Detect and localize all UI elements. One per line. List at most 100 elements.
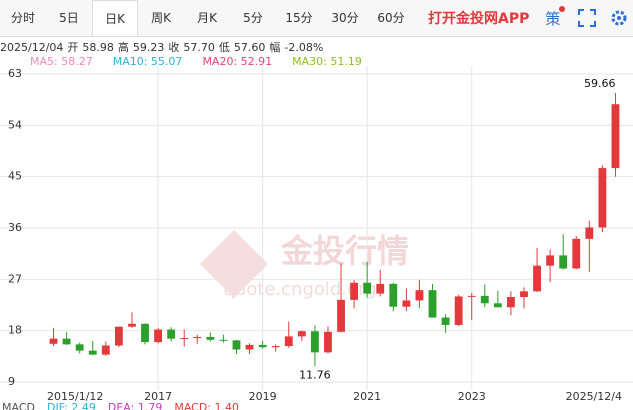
candle-body [480,295,489,304]
tab[interactable]: 周K [151,11,171,25]
x-tick-label: 2021 [353,390,381,403]
info-label: 开 [67,41,79,54]
x-tick-label: 2017 [144,390,172,403]
candle-body [454,296,463,325]
macd-label: MACD: 1.40 [174,401,239,410]
macd-label: DEA: 1.79 [108,401,162,410]
y-tick-label: 18 [8,324,22,337]
x-tick-label: 2023 [458,390,486,403]
ma-label: MA20: 52.91 [202,55,273,68]
y-tick-label: 36 [8,221,22,234]
macd-label: DIF: 2.49 [47,401,96,410]
app-link[interactable]: 打开金投网APP [428,11,530,27]
info-value: 58.98 [82,41,114,54]
candle-body [180,338,189,340]
info-label: 低 [218,41,230,54]
tab[interactable]: 15分 [285,11,313,25]
candle-body [598,168,607,228]
info-label: 收 [168,41,180,54]
candle-body [493,303,502,308]
candle-body [62,338,71,345]
info-line: 2025/12/04 开 58.98 高 59.23 收 57.70 低 57.60 幅 -2.08… [0,39,327,55]
candle-body [310,331,319,353]
candle-body [441,317,450,325]
candle-body [167,329,176,339]
settings-icon[interactable] [610,9,628,27]
candle-body [114,326,123,346]
info-value: -2.08% [284,41,324,54]
tab[interactable]: 30分 [331,11,359,25]
tab[interactable]: 5分 [243,11,263,25]
candle-body [128,323,136,327]
candle-body [75,344,84,351]
tab-bar: 分时 5日 日K 周K 月K 5分 15分 30分 60分 打开金投网APP 策 [0,0,633,37]
max-label: 59.66 [584,77,616,90]
tab[interactable]: 日K [92,0,138,36]
watermark-url: quote.cngold.org [223,279,376,300]
info-label: 高 [117,41,129,54]
y-tick-label: 9 [8,375,15,388]
candle-body [219,339,228,341]
candle-body [324,331,332,353]
candle-body [376,283,385,294]
candle-body [533,265,541,292]
x-tick-label: 2015/1/12 [47,390,103,403]
info-value: 57.60 [233,41,266,54]
tab[interactable]: 分时 [10,11,35,25]
candle-body [154,329,162,343]
candle-body [49,338,58,344]
info-label: 幅 [269,41,281,54]
y-tick-label: 27 [8,272,22,285]
candle-body [507,297,515,308]
candle-body [389,283,398,307]
y-tick-label: 63 [8,67,22,80]
candle-body [193,336,202,339]
candle-body [271,346,280,348]
candle-body [520,291,528,298]
fullscreen-icon[interactable] [578,9,597,27]
tab[interactable]: 60分 [377,11,405,25]
tab[interactable]: 月K [197,11,217,25]
candle-body [88,350,97,355]
tab[interactable]: 5日 [59,11,79,25]
ma-legend: MA5: 58.27 MA10: 55.07 MA20: 52.91 MA30: 51… [30,55,382,68]
strategy-button[interactable]: 策 [545,5,566,29]
candle-body [467,295,476,297]
watermark-title: 金投行情 [280,232,409,270]
candle-body [611,104,620,169]
candle-body [402,300,411,307]
x-tick-label: 2025/12/4 [566,390,622,403]
candle-body [206,336,215,340]
candle-body [284,336,293,347]
candle-body [258,344,267,348]
candle-body [297,331,306,337]
candle-body [546,255,555,266]
ma-label: MA5: 58.27 [30,55,93,68]
y-tick-label: 45 [8,170,22,183]
candle-body [141,323,149,343]
candle-body [585,227,594,239]
info-date: 2025/12/04 [0,41,64,54]
candle-body [101,345,110,355]
candle-body [232,340,241,350]
candle-body [350,282,359,300]
ma-label: MA10: 55.07 [112,55,183,68]
candle-body [363,282,372,294]
candle-body [572,238,581,269]
ma-label: MA30: 51.19 [292,55,362,68]
strategy-label: 策 [545,9,561,28]
candle-body [245,344,254,350]
info-value: 59.23 [132,41,165,54]
watermark-logo [200,230,268,298]
candle-body [415,290,424,301]
info-value: 57.70 [183,41,215,54]
macd-label: MACD [2,401,35,410]
candle-body [428,290,437,318]
candle-body [559,255,568,269]
min-label: 11.76 [299,368,331,381]
candle-body [337,299,345,332]
y-tick-label: 54 [8,118,22,131]
x-tick-label: 2019 [249,390,277,403]
